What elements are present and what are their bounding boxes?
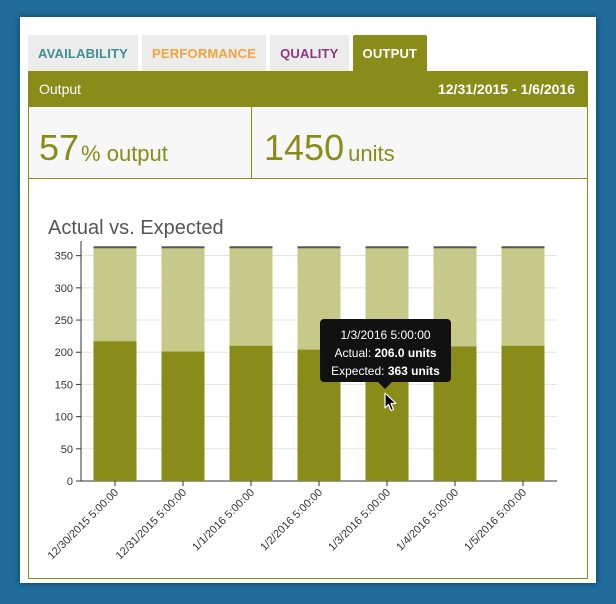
y-tick-label: 50 [61, 444, 73, 456]
y-tick-label: 300 [55, 283, 73, 295]
output-card: AVAILABILITY PERFORMANCE QUALITY OUTPUT … [20, 17, 596, 583]
bar-expected-cap [162, 246, 205, 248]
bar-expected-cap [298, 246, 341, 248]
x-tick-label: 1/1/2016 5:00:00 [190, 487, 257, 554]
bar-expected-cap [94, 246, 137, 248]
bar-expected-cap [366, 246, 409, 248]
y-tick-label: 150 [55, 379, 73, 391]
tab-performance[interactable]: PERFORMANCE [142, 35, 266, 71]
bar-actual [162, 352, 205, 481]
y-tick-label: 200 [55, 347, 73, 359]
tab-availability[interactable]: AVAILABILITY [28, 35, 138, 71]
y-tick-label: 0 [67, 476, 73, 488]
tooltip-expected-value: 363 units [388, 364, 440, 378]
tooltip-actual-value: 206.0 units [375, 346, 437, 360]
x-tick-label: 1/4/2016 5:00:00 [394, 487, 461, 554]
bar-actual [94, 341, 137, 481]
tooltip-time: 1/3/2016 5:00:00 [320, 326, 451, 344]
bar-actual [502, 346, 545, 481]
y-tick-label: 250 [55, 315, 73, 327]
tab-output[interactable]: OUTPUT [353, 35, 428, 71]
tooltip-expected: Expected: 363 units [320, 362, 451, 380]
x-tick-label: 1/2/2016 5:00:00 [258, 487, 325, 554]
tooltip-expected-label: Expected: [331, 364, 388, 378]
x-tick-label: 12/30/2015 5:00:00 [46, 487, 122, 563]
x-tick-label: 12/31/2015 5:00:00 [114, 487, 190, 563]
bar-expected-cap [502, 246, 545, 248]
bar-actual [230, 346, 273, 481]
bar-expected-cap [230, 246, 273, 248]
x-tick-label: 1/3/2016 5:00:00 [326, 487, 393, 554]
chart-tooltip: 1/3/2016 5:00:00 Actual: 206.0 units Exp… [320, 319, 451, 382]
tooltip-actual: Actual: 206.0 units [320, 344, 451, 362]
mouse-cursor-icon [384, 392, 398, 412]
x-tick-label: 1/5/2016 5:00:00 [462, 487, 529, 554]
tab-quality[interactable]: QUALITY [270, 35, 348, 71]
output-panel: Output 12/31/2015 - 1/6/2016 57 % output… [28, 71, 588, 579]
y-tick-label: 350 [55, 251, 73, 263]
tooltip-actual-label: Actual: [334, 346, 374, 360]
bar-expected-cap [434, 246, 477, 248]
tab-bar: AVAILABILITY PERFORMANCE QUALITY OUTPUT [28, 35, 427, 71]
y-tick-label: 100 [55, 412, 73, 424]
